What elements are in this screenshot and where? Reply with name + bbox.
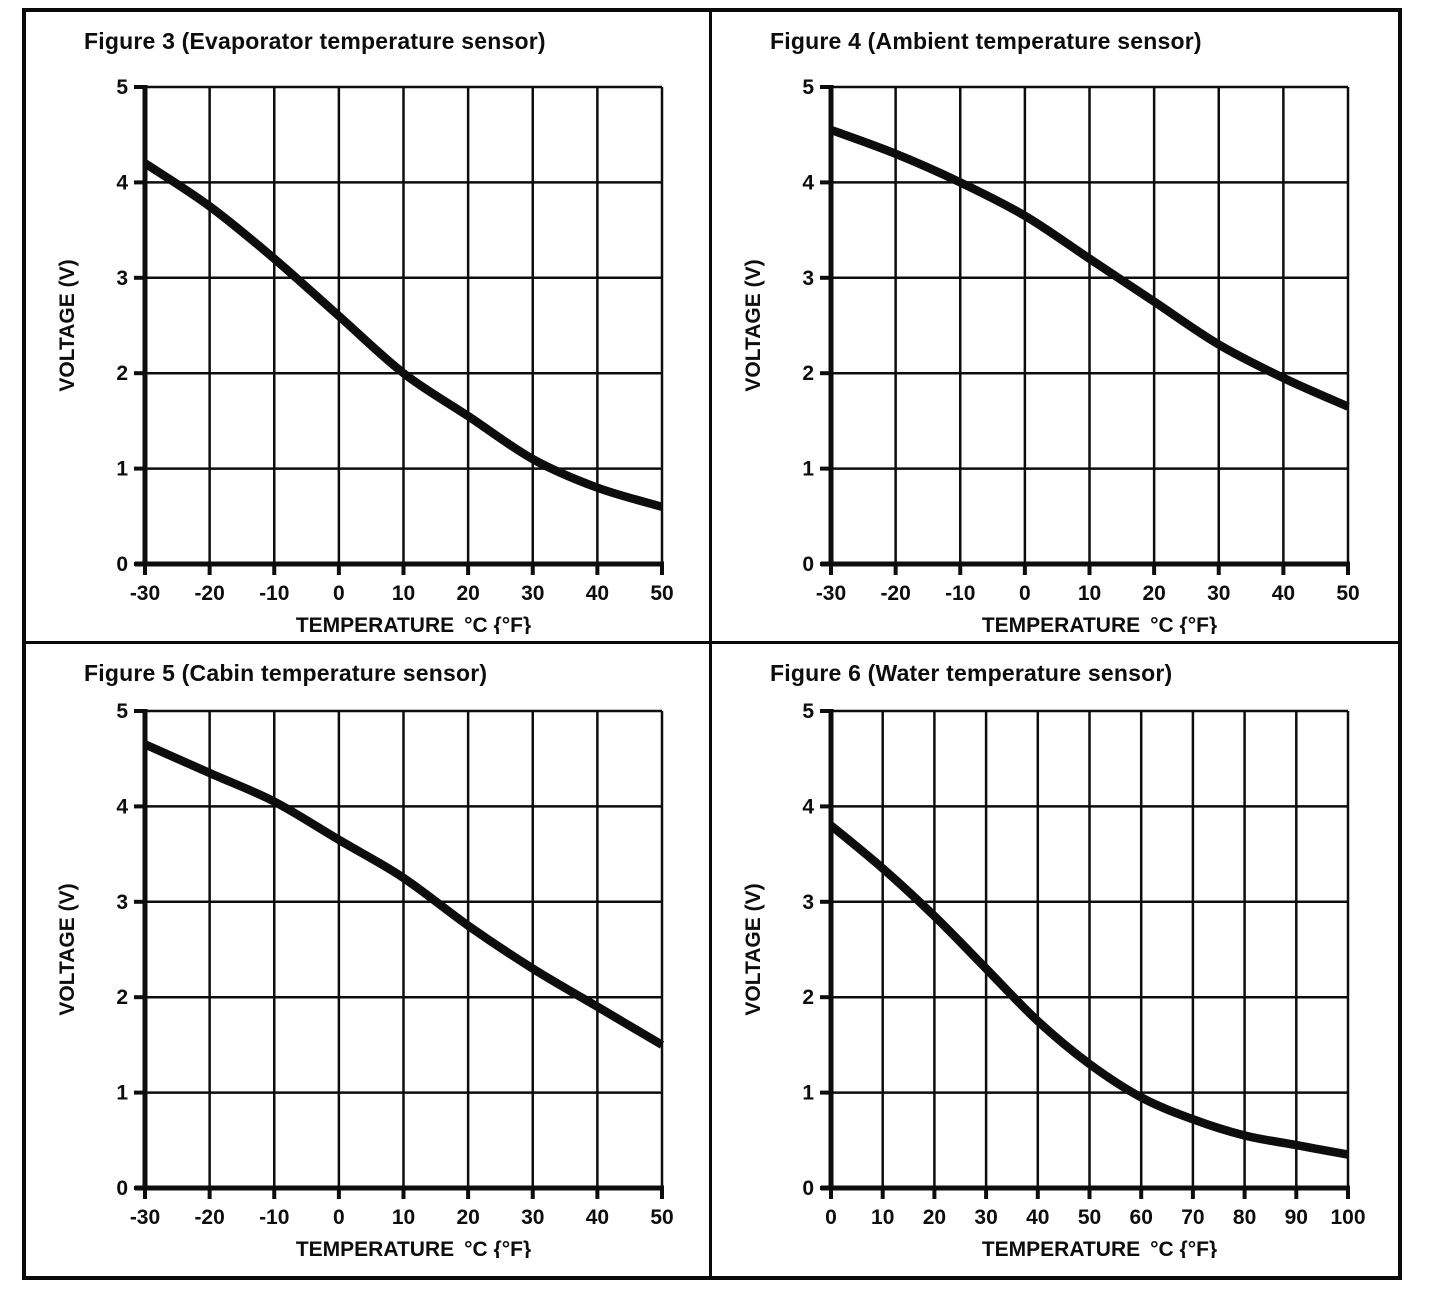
panel-figure-5: Figure 5 (Cabin temperature sensor) -30-… bbox=[26, 644, 712, 1276]
panel-figure-6: Figure 6 (Water temperature sensor) 0 10 2… bbox=[712, 644, 1398, 1276]
x-tick-label: 30 bbox=[521, 582, 544, 605]
x-tick-label: 60 bbox=[1130, 1206, 1153, 1229]
sensor-figures-page: Figure 3 (Evaporator temperature sensor)… bbox=[22, 8, 1402, 1280]
figure-3-title: Figure 3 (Evaporator temperature sensor) bbox=[84, 28, 546, 54]
x-tick-label: 40 bbox=[1272, 582, 1295, 605]
y-axis-title: VOLTAGE (V) bbox=[56, 883, 79, 1015]
x-tick-label: 50 bbox=[650, 1206, 673, 1229]
x-tick-label: -20 bbox=[194, 1206, 224, 1229]
y-axis-title: VOLTAGE (V) bbox=[742, 883, 765, 1015]
x-tick-label: 10 bbox=[871, 1206, 894, 1229]
x-tick-label: 20 bbox=[456, 582, 479, 605]
y-tick-label: 4 bbox=[116, 795, 128, 818]
y-tick-label: 0 bbox=[802, 1177, 814, 1200]
x-tick-label: -10 bbox=[259, 1206, 289, 1229]
x-tick-label: 0 bbox=[333, 1206, 345, 1229]
x-tick-label: 30 bbox=[521, 1206, 544, 1229]
x-tick-label: -10 bbox=[945, 582, 975, 605]
y-tick-label: 5 bbox=[802, 76, 814, 99]
figure-6-svg: 0 10 20 30 40 50 60 70 80 90 100 0 1 2 3 4 5 TEMPERATURE … bbox=[742, 700, 1366, 1261]
y-tick-label: 0 bbox=[116, 553, 128, 576]
figure-5-chart: -30 -20 -10 0 10 20 30 40 50 0 1 2 3 4 5 TEMPERATURE °C… bbox=[30, 686, 698, 1261]
y-axis-title: VOLTAGE (V) bbox=[56, 259, 79, 391]
figure-6-title: Figure 6 (Water temperature sensor) bbox=[770, 660, 1173, 686]
x-axis-title: TEMPERATURE °C {°F} bbox=[296, 1238, 531, 1258]
y-tick-label: 5 bbox=[116, 76, 128, 99]
x-tick-label: -30 bbox=[130, 1206, 160, 1229]
y-tick-label: 3 bbox=[116, 267, 128, 290]
y-tick-label: 2 bbox=[116, 986, 128, 1009]
x-tick-label: 0 bbox=[333, 582, 345, 605]
figure-6-chart: 0 10 20 30 40 50 60 70 80 90 100 0 1 2 3 4 5 TEMPERATURE … bbox=[716, 686, 1384, 1261]
figure-5-svg: -30 -20 -10 0 10 20 30 40 50 0 1 2 3 4 5 TEMPERATURE °C… bbox=[56, 700, 674, 1261]
figure-3-svg: -30 -20 -10 0 10 20 30 40 50 0 1 2 3 4 5 TEMPERATURE °C… bbox=[56, 76, 674, 637]
y-tick-label: 0 bbox=[802, 553, 814, 576]
x-tick-label: -10 bbox=[259, 582, 289, 605]
y-tick-label: 1 bbox=[116, 458, 128, 481]
y-tick-label: 1 bbox=[802, 458, 814, 481]
figure-5-title: Figure 5 (Cabin temperature sensor) bbox=[84, 660, 488, 686]
x-tick-label: 90 bbox=[1285, 1206, 1308, 1229]
x-tick-label: 100 bbox=[1330, 1206, 1365, 1229]
y-tick-label: 4 bbox=[116, 171, 128, 194]
y-tick-label: 5 bbox=[802, 700, 814, 723]
x-tick-label: 50 bbox=[1336, 582, 1359, 605]
y-tick-label: 5 bbox=[116, 700, 128, 723]
y-tick-label: 2 bbox=[802, 362, 814, 385]
x-tick-label: -20 bbox=[194, 582, 224, 605]
figure-4-title: Figure 4 (Ambient temperature sensor) bbox=[770, 28, 1202, 54]
x-axis-title: TEMPERATURE °C {°F} bbox=[982, 1238, 1217, 1258]
y-tick-label: 2 bbox=[116, 362, 128, 385]
y-tick-label: 4 bbox=[802, 795, 814, 818]
x-tick-label: 70 bbox=[1181, 1206, 1204, 1229]
x-tick-label: 10 bbox=[392, 1206, 415, 1229]
y-tick-label: 1 bbox=[116, 1082, 128, 1105]
x-tick-label: 0 bbox=[1019, 582, 1031, 605]
x-tick-label: 30 bbox=[974, 1206, 997, 1229]
x-tick-label: 20 bbox=[456, 1206, 479, 1229]
x-tick-label: 10 bbox=[392, 582, 415, 605]
figure-3-curve bbox=[142, 159, 664, 511]
y-tick-label: 4 bbox=[802, 171, 814, 194]
figure-3-chart: -30 -20 -10 0 10 20 30 40 50 0 1 2 3 4 5 TEMPERATURE °C… bbox=[30, 62, 698, 637]
x-axis-title: TEMPERATURE °C {°F} bbox=[982, 614, 1217, 634]
figure-4-curve bbox=[829, 125, 1350, 411]
x-tick-label: 30 bbox=[1207, 582, 1230, 605]
x-tick-label: 0 bbox=[825, 1206, 837, 1229]
x-tick-label: 10 bbox=[1078, 582, 1101, 605]
y-tick-label: 3 bbox=[802, 267, 814, 290]
y-tick-label: 0 bbox=[116, 1177, 128, 1200]
panel-figure-3: Figure 3 (Evaporator temperature sensor)… bbox=[26, 12, 712, 644]
x-tick-label: 50 bbox=[650, 582, 673, 605]
y-axis-title: VOLTAGE (V) bbox=[742, 259, 765, 391]
x-tick-label: 50 bbox=[1078, 1206, 1101, 1229]
panel-figure-4: Figure 4 (Ambient temperature sensor) -3… bbox=[712, 12, 1398, 644]
y-tick-label: 2 bbox=[802, 986, 814, 1009]
y-tick-label: 1 bbox=[802, 1082, 814, 1105]
x-axis-title: TEMPERATURE °C {°F} bbox=[296, 614, 531, 634]
x-tick-label: -30 bbox=[816, 582, 846, 605]
y-tick-label: 3 bbox=[116, 891, 128, 914]
x-tick-label: 20 bbox=[1142, 582, 1165, 605]
x-tick-label: 40 bbox=[586, 1206, 609, 1229]
x-tick-label: 40 bbox=[586, 582, 609, 605]
x-tick-label: 40 bbox=[1026, 1206, 1049, 1229]
x-tick-label: -30 bbox=[130, 582, 160, 605]
x-tick-label: 80 bbox=[1233, 1206, 1256, 1229]
figure-5-curve bbox=[143, 740, 665, 1049]
y-tick-label: 3 bbox=[802, 891, 814, 914]
x-tick-label: 20 bbox=[923, 1206, 946, 1229]
figure-4-svg: -30 -20 -10 0 10 20 30 40 50 0 1 2 3 4 5 TEMPERATURE °C… bbox=[742, 76, 1360, 637]
x-tick-label: -20 bbox=[880, 582, 910, 605]
figure-4-chart: -30 -20 -10 0 10 20 30 40 50 0 1 2 3 4 5 TEMPERATURE °C… bbox=[716, 62, 1384, 637]
figure-6-curve bbox=[828, 822, 1349, 1159]
